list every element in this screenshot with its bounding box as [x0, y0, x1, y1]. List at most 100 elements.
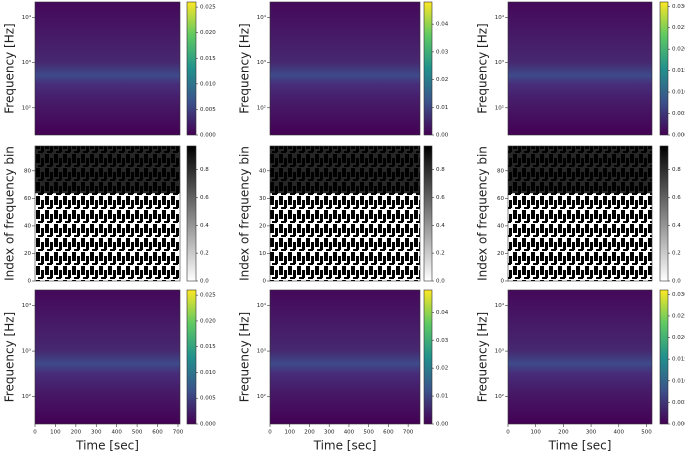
y-axis-label: Frequency [Hz] — [476, 23, 490, 114]
x-tick-label: 0 — [33, 430, 37, 436]
colorbar-tick-label: 0.025 — [200, 293, 216, 299]
colorbar-tick-label: 0.000 — [672, 133, 685, 139]
x-tick-label: 600 — [152, 430, 163, 436]
colorbar — [659, 1, 669, 136]
colorbar-tick-label: 0.015 — [200, 56, 216, 62]
colorbar-tick-label: 0.030 — [672, 292, 685, 298]
x-tick-label: 500 — [132, 430, 143, 436]
x-tick-label: 0 — [506, 430, 510, 436]
colorbar-tick-label: 0.015 — [672, 68, 685, 74]
colorbar-tick-label: 0.8 — [200, 167, 209, 173]
colorbar-tick-label: 0.0 — [672, 279, 681, 285]
y-tick-label: 80 — [24, 168, 31, 174]
colorbar-tick-label: 0.0 — [200, 279, 209, 285]
colorbar-tick-label: 0.020 — [672, 335, 685, 341]
y-axis-label: Index of frequency bin — [3, 146, 17, 281]
x-tick-label: 300 — [91, 430, 102, 436]
x-tick-label: 200 — [304, 430, 315, 436]
x-tick-label: 600 — [383, 430, 394, 436]
x-tick-label: 500 — [641, 430, 652, 436]
colorbar-tick-label: 0.020 — [200, 30, 216, 36]
colorbar-tick-label: 0.03 — [436, 49, 449, 55]
colorbar-tick-label: 0.025 — [672, 313, 685, 319]
colorbar-tick-label: 0.025 — [200, 5, 216, 11]
y-tick-label: 0 — [28, 279, 32, 285]
colorbar-tick-label: 0.015 — [672, 357, 685, 363]
plot-frame — [269, 1, 421, 136]
colorbar-tick-label: 0.030 — [672, 4, 685, 10]
colorbar-tick-label: 0.2 — [672, 251, 681, 257]
y-axis-label: Frequency [Hz] — [476, 312, 490, 403]
colorbar-tick-label: 0.0 — [436, 279, 445, 285]
colorbar-tick-label: 0.4 — [200, 223, 209, 229]
y-tick-label: 10² — [257, 104, 266, 111]
plot-frame — [507, 1, 653, 136]
colorbar-tick-label: 0.6 — [200, 195, 209, 201]
x-tick-label: 500 — [363, 430, 374, 436]
colorbar-tick-label: 0.010 — [672, 378, 685, 384]
x-tick-label: 700 — [173, 430, 184, 436]
plot-frame — [269, 289, 421, 425]
x-tick-label: 400 — [614, 430, 625, 436]
mask-image-top — [270, 146, 420, 194]
colorbar — [186, 289, 197, 425]
plot-frame — [269, 145, 421, 282]
y-tick-label: 40 — [24, 223, 31, 229]
x-tick-label: 400 — [111, 430, 122, 436]
x-tick-label: 0 — [268, 430, 272, 436]
y-tick-label: 10 — [259, 251, 266, 257]
colorbar-tick-label: 0.2 — [200, 251, 209, 257]
plot-frame — [34, 289, 181, 425]
colorbar — [186, 1, 197, 136]
plot-frame — [34, 145, 181, 282]
x-tick-label: 300 — [586, 430, 597, 436]
y-tick-label: 10⁴ — [495, 302, 505, 309]
colorbar-tick-label: 0.2 — [436, 251, 445, 257]
colorbar — [659, 289, 669, 425]
y-tick-label: 10² — [22, 393, 31, 400]
y-tick-label: 60 — [24, 196, 31, 202]
y-tick-label: 10⁴ — [22, 302, 32, 309]
colorbar-tick-label: 0.4 — [672, 223, 681, 229]
colorbar-tick-label: 0.000 — [200, 422, 216, 428]
y-tick-label: 10⁴ — [257, 14, 267, 21]
y-axis-label: Frequency [Hz] — [3, 23, 17, 114]
x-axis-label: Time [sec] — [548, 439, 612, 453]
colorbar-tick-label: 0.005 — [672, 400, 685, 406]
colorbar — [186, 145, 197, 282]
y-tick-label: 0 — [263, 279, 267, 285]
colorbar — [423, 1, 433, 136]
colorbar-tick-label: 0.025 — [672, 25, 685, 31]
x-tick-label: 700 — [403, 430, 414, 436]
y-tick-label: 40 — [497, 223, 504, 229]
colorbar-tick-label: 0.03 — [436, 338, 449, 344]
x-tick-label: 400 — [344, 430, 355, 436]
colorbar-tick-label: 0.04 — [436, 22, 449, 28]
colorbar-tick-label: 0.04 — [436, 310, 449, 316]
y-axis-label: Index of frequency bin — [476, 146, 490, 281]
y-tick-label: 10³ — [495, 348, 504, 355]
y-tick-label: 10² — [22, 104, 31, 111]
colorbar — [423, 145, 433, 282]
colorbar — [659, 145, 669, 282]
x-tick-label: 100 — [284, 430, 295, 436]
colorbar-tick-label: 0.00 — [436, 422, 449, 428]
x-tick-label: 200 — [71, 430, 82, 436]
colorbar-tick-label: 0.015 — [200, 344, 216, 350]
y-tick-label: 10³ — [22, 348, 31, 355]
y-axis-label: Index of frequency bin — [238, 146, 252, 281]
colorbar-tick-label: 0.01 — [436, 394, 448, 400]
y-tick-label: 80 — [497, 168, 504, 174]
y-tick-label: 40 — [259, 168, 266, 174]
colorbar-tick-label: 0.8 — [672, 167, 681, 173]
y-tick-label: 10² — [257, 393, 266, 400]
y-tick-label: 10³ — [257, 348, 266, 355]
y-tick-label: 10³ — [257, 59, 266, 66]
x-tick-label: 200 — [558, 430, 569, 436]
y-tick-label: 60 — [497, 196, 504, 202]
spectrogram-image — [508, 290, 652, 424]
colorbar-tick-label: 0.01 — [436, 105, 448, 111]
plot-frame — [507, 145, 653, 282]
colorbar-tick-label: 0.010 — [200, 370, 216, 376]
